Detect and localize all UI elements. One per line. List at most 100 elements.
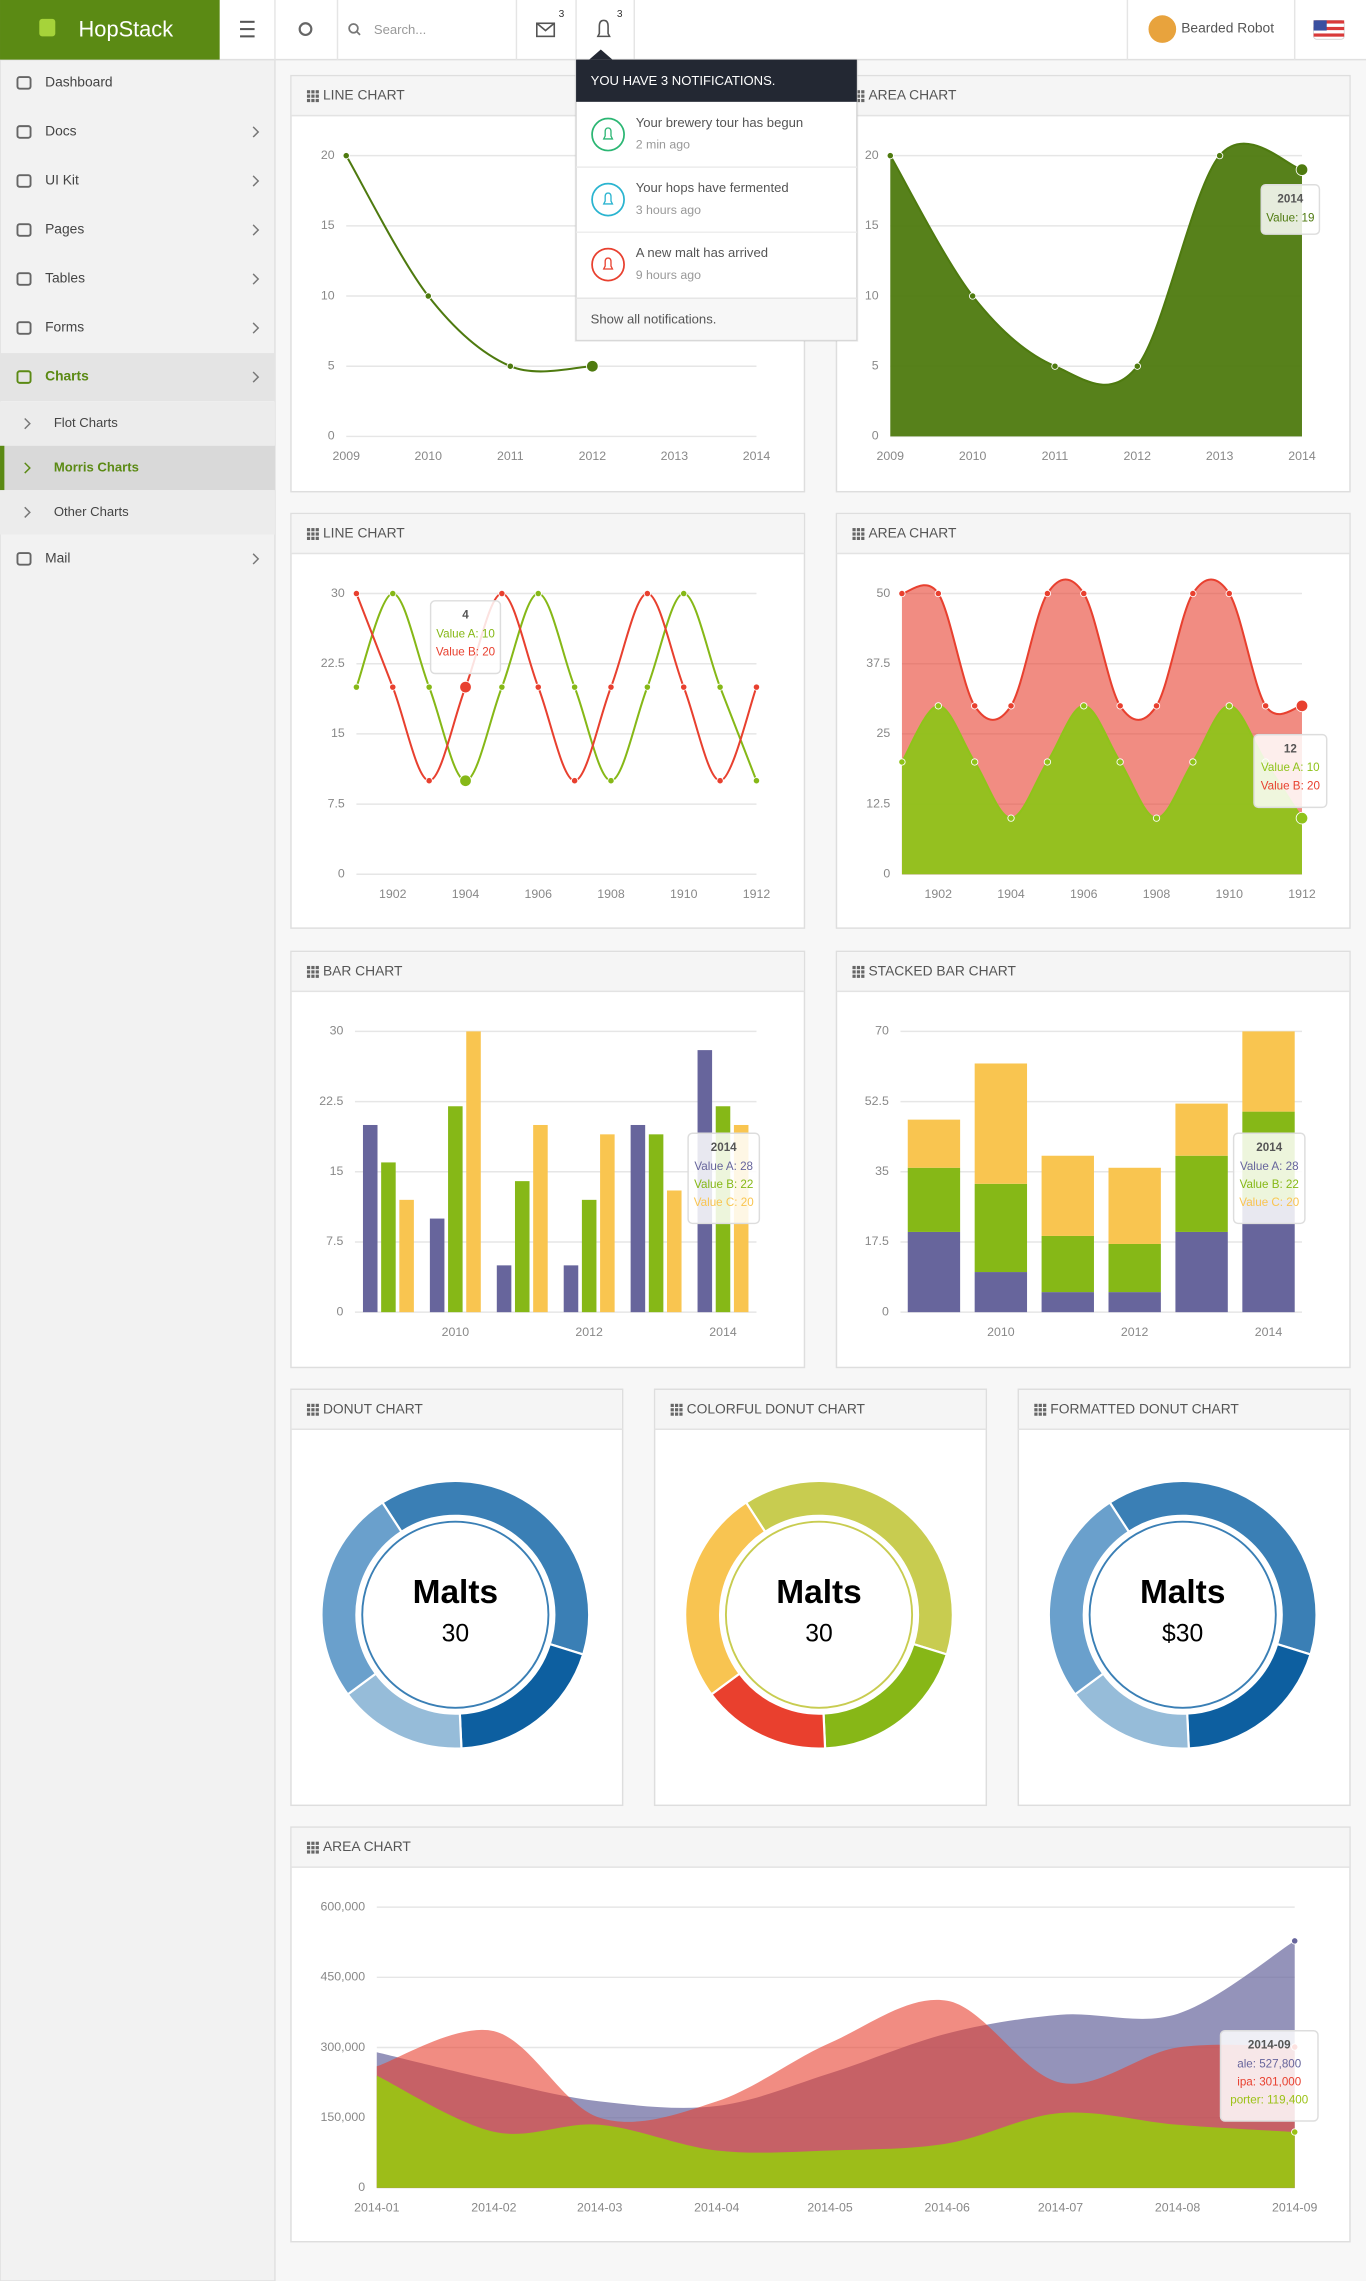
data-point[interactable]: [1225, 589, 1233, 598]
bar[interactable]: [466, 1031, 481, 1313]
data-point[interactable]: [1080, 702, 1088, 710]
data-point[interactable]: [534, 683, 542, 691]
data-point[interactable]: [459, 774, 472, 787]
user-name[interactable]: Bearded Robot: [1181, 20, 1274, 36]
menu-item[interactable]: Docs: [45, 123, 77, 139]
bar[interactable]: [974, 1183, 1028, 1273]
data-point[interactable]: [586, 359, 599, 373]
data-point[interactable]: [1043, 758, 1052, 766]
bar[interactable]: [1175, 1155, 1228, 1232]
data-point[interactable]: [607, 777, 615, 785]
menu-item[interactable]: Mail: [45, 550, 70, 566]
menu-item[interactable]: Dashboard: [45, 74, 113, 90]
bar[interactable]: [648, 1134, 664, 1313]
data-point[interactable]: [898, 758, 906, 766]
bar[interactable]: [600, 1134, 615, 1313]
bar[interactable]: [666, 1190, 682, 1313]
bar[interactable]: [496, 1265, 512, 1313]
submenu-item[interactable]: Other Charts: [54, 504, 129, 519]
brand-name[interactable]: HopStack: [79, 16, 174, 41]
data-point[interactable]: [752, 683, 761, 691]
menu-item[interactable]: Charts: [45, 368, 89, 384]
bar[interactable]: [399, 1199, 414, 1313]
bar[interactable]: [1041, 1235, 1094, 1293]
avatar[interactable]: [1148, 15, 1177, 43]
data-point[interactable]: [1189, 589, 1197, 598]
data-point[interactable]: [971, 702, 979, 710]
bar[interactable]: [974, 1272, 1028, 1313]
bar[interactable]: [907, 1167, 961, 1232]
bar[interactable]: [362, 1124, 378, 1313]
data-point[interactable]: [716, 777, 724, 785]
data-point[interactable]: [498, 589, 506, 598]
data-point[interactable]: [1295, 811, 1309, 825]
notification-text[interactable]: Your brewery tour has begun: [636, 115, 803, 130]
data-point[interactable]: [1291, 2128, 1299, 2136]
data-point[interactable]: [570, 777, 579, 785]
data-point[interactable]: [1051, 362, 1059, 370]
data-point[interactable]: [1116, 758, 1124, 766]
bar[interactable]: [974, 1063, 1028, 1184]
data-point[interactable]: [971, 758, 979, 766]
data-point[interactable]: [1007, 702, 1015, 710]
bar[interactable]: [514, 1181, 530, 1313]
data-point[interactable]: [352, 683, 361, 691]
data-point[interactable]: [968, 292, 977, 300]
bar[interactable]: [1175, 1103, 1228, 1156]
menu-item[interactable]: Pages: [45, 221, 84, 237]
data-point[interactable]: [389, 589, 397, 598]
bar[interactable]: [581, 1199, 597, 1313]
data-point[interactable]: [1152, 814, 1161, 822]
data-point[interactable]: [425, 777, 433, 785]
data-point[interactable]: [570, 683, 579, 691]
data-point[interactable]: [886, 152, 894, 160]
bar[interactable]: [1108, 1167, 1161, 1244]
bar[interactable]: [907, 1119, 961, 1168]
data-point[interactable]: [1291, 1937, 1299, 1945]
bar[interactable]: [429, 1218, 445, 1313]
bar[interactable]: [1041, 1292, 1094, 1313]
bar[interactable]: [1242, 1031, 1295, 1112]
data-point[interactable]: [1261, 702, 1270, 710]
data-point[interactable]: [342, 152, 350, 160]
data-point[interactable]: [1080, 589, 1088, 598]
data-point[interactable]: [607, 683, 615, 691]
bar[interactable]: [448, 1106, 463, 1313]
data-point[interactable]: [1225, 702, 1233, 710]
data-point[interactable]: [898, 589, 906, 598]
settings-icon[interactable]: [298, 22, 313, 37]
data-point[interactable]: [643, 683, 651, 691]
search-input[interactable]: Search...: [374, 22, 426, 37]
data-point[interactable]: [389, 683, 397, 691]
data-point[interactable]: [643, 589, 651, 598]
bar[interactable]: [1175, 1231, 1228, 1313]
data-point[interactable]: [425, 683, 433, 691]
data-point[interactable]: [498, 683, 506, 691]
data-point[interactable]: [680, 683, 688, 691]
data-point[interactable]: [716, 683, 724, 691]
data-point[interactable]: [752, 777, 761, 785]
donut-segment[interactable]: [684, 1500, 767, 1696]
bar[interactable]: [563, 1265, 579, 1313]
data-point[interactable]: [680, 589, 688, 598]
data-point[interactable]: [1295, 699, 1309, 713]
data-point[interactable]: [1216, 152, 1224, 160]
data-point[interactable]: [1189, 758, 1197, 766]
data-point[interactable]: [424, 292, 432, 300]
bar[interactable]: [1041, 1155, 1094, 1236]
bar[interactable]: [381, 1162, 396, 1313]
bar[interactable]: [1108, 1243, 1161, 1293]
bar[interactable]: [533, 1124, 548, 1313]
data-point[interactable]: [459, 680, 472, 694]
menu-item[interactable]: UI Kit: [45, 172, 79, 188]
data-point[interactable]: [1152, 702, 1161, 710]
data-point[interactable]: [934, 702, 942, 710]
notification-text[interactable]: A new malt has arrived: [636, 245, 768, 260]
submenu-item[interactable]: Morris Charts: [54, 459, 139, 474]
data-point[interactable]: [934, 589, 942, 598]
donut-segment[interactable]: [320, 1500, 403, 1696]
menu-item[interactable]: Tables: [45, 270, 85, 286]
bar[interactable]: [1108, 1292, 1161, 1313]
bell-icon[interactable]: [596, 19, 611, 38]
bar[interactable]: [630, 1124, 646, 1313]
